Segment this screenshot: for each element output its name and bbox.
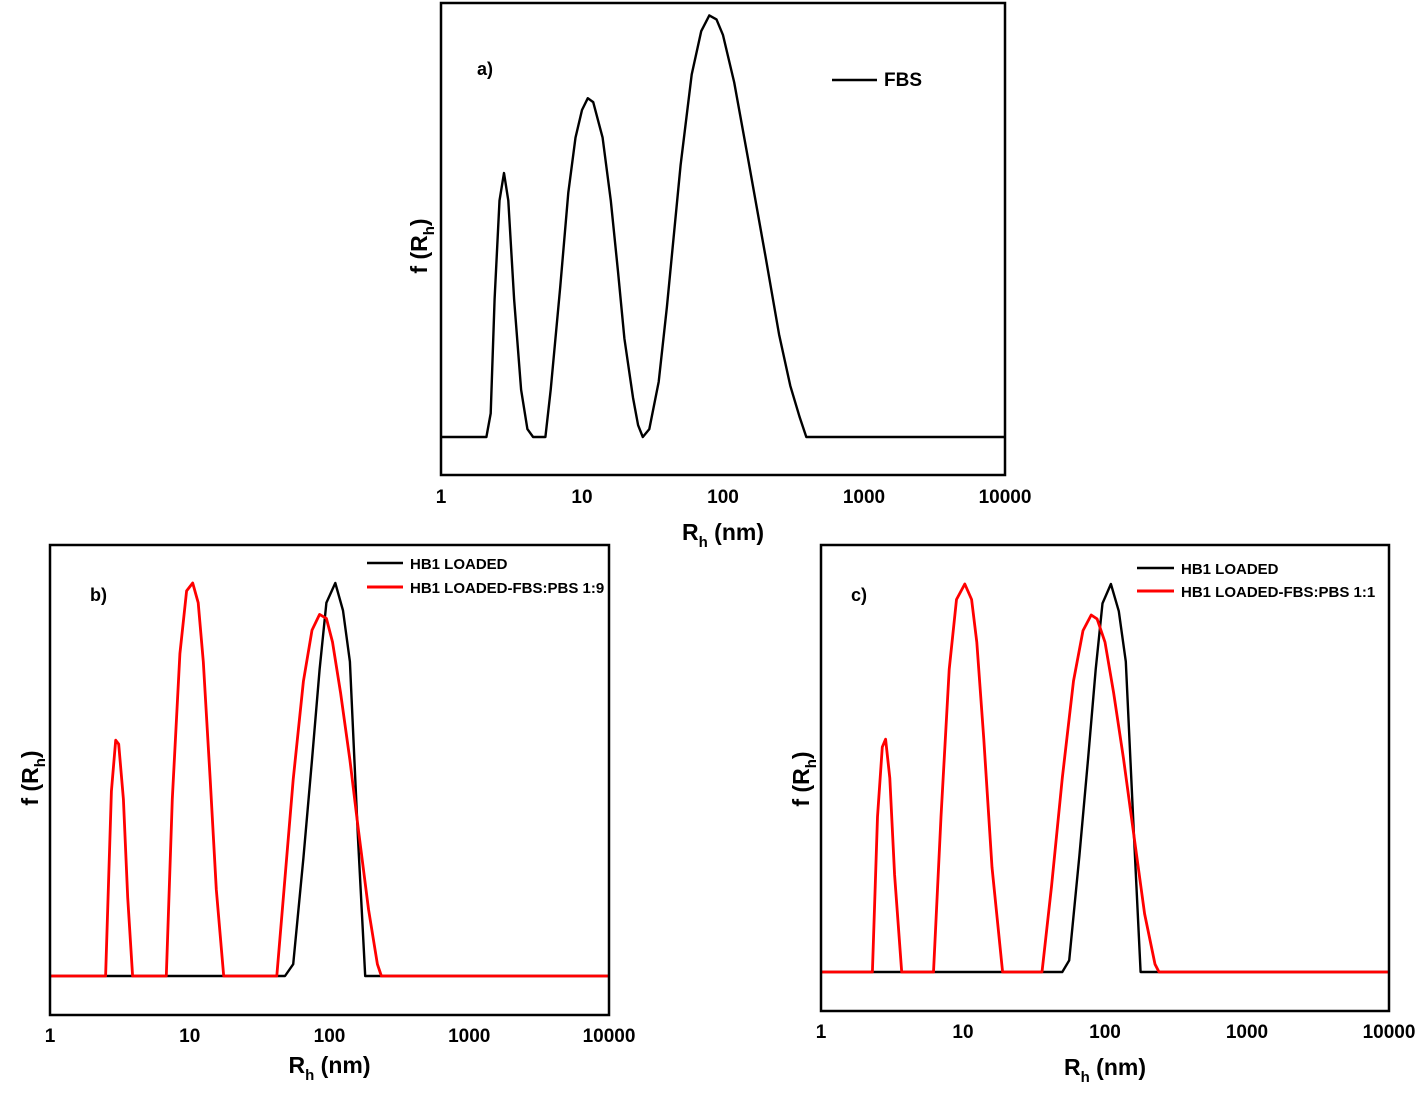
x-tick-label: 100 bbox=[314, 1026, 346, 1047]
x-tick-label: 10 bbox=[952, 1022, 973, 1043]
panel-c: 1 10 100 1000 10000 Rh (nm) f (Rh) c) HB1 LOADED… bbox=[788, 543, 1416, 1086]
x-tick-label: 10000 bbox=[979, 487, 1032, 508]
panel-a: 1 10 100 1000 10000 Rh (nm) f (Rh) a) FBS bbox=[406, 1, 1032, 551]
legend-label-1: HB1 LOADED bbox=[1181, 561, 1279, 578]
x-tick-label: 1 bbox=[436, 487, 447, 508]
plot-frame bbox=[439, 1, 1007, 477]
panel-label: c) bbox=[851, 585, 867, 605]
x-tick-label: 10000 bbox=[583, 1026, 636, 1047]
x-tick-label: 10 bbox=[571, 487, 592, 508]
x-axis-title: Rh (nm) bbox=[288, 1052, 370, 1084]
series-line-2 bbox=[821, 582, 1389, 974]
x-tick-label: 1000 bbox=[843, 487, 885, 508]
legend-label-2: HB1 LOADED-FBS:PBS 1:1 bbox=[1181, 584, 1375, 601]
series-line-1 bbox=[441, 14, 1005, 439]
x-tick-label: 10000 bbox=[1363, 1022, 1416, 1043]
legend-label-2: HB1 LOADED-FBS:PBS 1:9 bbox=[410, 580, 604, 597]
x-tick-label: 1 bbox=[816, 1022, 827, 1043]
legend-label-1: FBS bbox=[884, 70, 922, 91]
x-tick-label: 1000 bbox=[1226, 1022, 1268, 1043]
x-tick-label: 1000 bbox=[448, 1026, 490, 1047]
series-line-2 bbox=[50, 581, 609, 978]
x-axis-title: Rh (nm) bbox=[1064, 1054, 1146, 1086]
plot-frame bbox=[48, 543, 611, 1017]
x-axis-title: Rh (nm) bbox=[682, 519, 764, 551]
series-line-1 bbox=[50, 581, 609, 978]
panel-label: b) bbox=[90, 585, 107, 605]
x-tick-label: 1 bbox=[45, 1026, 56, 1047]
y-axis-title: f (Rh) bbox=[17, 750, 49, 805]
x-tick-label: 100 bbox=[1089, 1022, 1121, 1043]
panel-b: 1 10 100 1000 10000 Rh (nm) f (Rh) b) HB1 LOADED… bbox=[17, 543, 636, 1084]
y-axis-title: f (Rh) bbox=[788, 751, 820, 806]
panel-label: a) bbox=[477, 59, 493, 79]
y-axis-title: f (Rh) bbox=[406, 218, 438, 273]
plot-frame bbox=[819, 543, 1391, 1013]
legend-label-1: HB1 LOADED bbox=[410, 556, 508, 573]
x-tick-label: 100 bbox=[707, 487, 739, 508]
x-tick-label: 10 bbox=[179, 1026, 200, 1047]
